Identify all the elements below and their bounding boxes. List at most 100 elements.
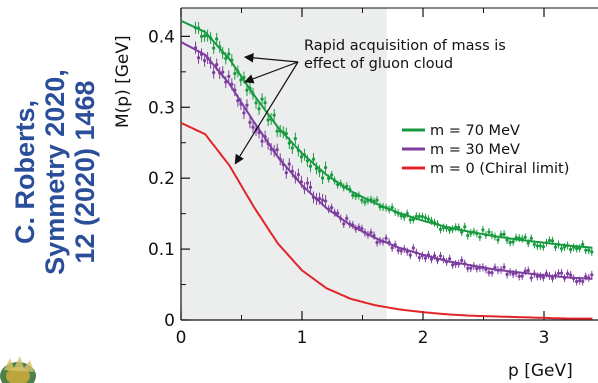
data-point bbox=[224, 56, 228, 60]
data-point bbox=[354, 194, 358, 198]
data-point bbox=[544, 271, 549, 276]
curves bbox=[180, 19, 593, 320]
data-point bbox=[336, 211, 340, 215]
x-axis-title: p [GeV] bbox=[508, 361, 573, 381]
legend: m = 70 MeV m = 30 MeV m = 0 (Chiral limit) bbox=[402, 123, 569, 177]
data-point bbox=[408, 218, 412, 222]
data-point bbox=[417, 214, 421, 219]
data-point bbox=[559, 246, 564, 251]
annotation-line-1: Rapid acquisition of mass is bbox=[304, 38, 506, 54]
annotation-arrow-2 bbox=[243, 61, 299, 84]
data-point bbox=[511, 240, 515, 244]
data-point bbox=[293, 136, 297, 141]
data-point bbox=[423, 216, 428, 220]
data-point bbox=[305, 181, 310, 185]
data-point bbox=[505, 272, 509, 276]
data-point bbox=[396, 248, 400, 252]
data-point bbox=[390, 246, 394, 250]
data-point bbox=[323, 199, 328, 203]
data-point bbox=[466, 233, 470, 238]
data-point bbox=[320, 198, 325, 202]
x-tick-label: 3 bbox=[539, 328, 550, 348]
x-tick-label: 0 bbox=[176, 328, 187, 348]
data-point bbox=[245, 88, 249, 92]
x-tick-label: 1 bbox=[297, 328, 308, 348]
data-point bbox=[448, 228, 452, 232]
annotation-line-2: effect of gluon cloud bbox=[304, 56, 453, 72]
data-point bbox=[233, 72, 237, 76]
data-point bbox=[529, 236, 533, 241]
data-point bbox=[451, 263, 455, 267]
series-line-1 bbox=[180, 19, 593, 249]
data-point bbox=[257, 107, 261, 111]
data-point bbox=[541, 275, 545, 280]
x-tick-label: 2 bbox=[418, 328, 429, 348]
data-point bbox=[569, 247, 573, 252]
data-point bbox=[535, 244, 539, 248]
y-tick-label: 0 bbox=[164, 311, 175, 331]
data-point bbox=[384, 236, 388, 240]
y-tick-label: 0.3 bbox=[148, 98, 175, 118]
legend-label-3: m = 0 (Chiral limit) bbox=[430, 161, 569, 177]
data-point bbox=[526, 268, 530, 273]
data-point bbox=[581, 279, 585, 284]
data-point bbox=[402, 215, 406, 219]
data-point bbox=[523, 235, 527, 239]
data-point bbox=[532, 242, 536, 246]
data-point bbox=[221, 70, 225, 74]
data-point bbox=[505, 238, 509, 242]
data-point bbox=[478, 235, 482, 239]
data-point bbox=[581, 242, 585, 246]
y-tick-label: 0.2 bbox=[148, 169, 175, 189]
data-point bbox=[245, 103, 249, 107]
series-line-2 bbox=[180, 41, 593, 280]
y-tick-label: 0.4 bbox=[148, 27, 175, 47]
data-point bbox=[227, 52, 231, 56]
data-point bbox=[287, 162, 291, 166]
data-point bbox=[463, 225, 467, 229]
legend-label-1: m = 70 MeV bbox=[430, 123, 520, 139]
data-point bbox=[390, 205, 394, 209]
data-point bbox=[375, 198, 379, 202]
data-point bbox=[508, 240, 512, 245]
data-point bbox=[287, 141, 291, 145]
data-point bbox=[438, 254, 443, 258]
data-point bbox=[260, 139, 264, 143]
data-point bbox=[565, 272, 570, 276]
data-point bbox=[481, 228, 485, 232]
data-point bbox=[345, 216, 349, 221]
data-point bbox=[448, 257, 452, 261]
data-point bbox=[215, 63, 219, 67]
data-point bbox=[569, 273, 573, 277]
data-point bbox=[493, 265, 497, 270]
data-point bbox=[414, 214, 418, 218]
data-point bbox=[202, 34, 207, 38]
data-point bbox=[526, 241, 530, 245]
data-point bbox=[266, 118, 270, 122]
data-point bbox=[360, 227, 364, 231]
data-point bbox=[578, 278, 582, 283]
data-point bbox=[487, 230, 491, 234]
data-point bbox=[438, 227, 443, 232]
data-point bbox=[239, 78, 243, 82]
data-point bbox=[248, 120, 252, 124]
data-point bbox=[559, 271, 564, 275]
data-point bbox=[330, 173, 334, 177]
data-point bbox=[330, 206, 334, 210]
data-point bbox=[523, 269, 527, 273]
data-point bbox=[460, 258, 464, 262]
data-point bbox=[260, 97, 264, 101]
data-point bbox=[457, 225, 461, 230]
data-point bbox=[520, 274, 524, 278]
data-point bbox=[529, 276, 533, 280]
data-point bbox=[411, 246, 415, 250]
data-point bbox=[466, 266, 470, 270]
data-point bbox=[499, 233, 503, 237]
data-point bbox=[275, 129, 279, 133]
data-point bbox=[202, 58, 207, 63]
data-point bbox=[590, 273, 594, 277]
data-point bbox=[502, 265, 506, 269]
data-point bbox=[299, 155, 303, 159]
data-point bbox=[426, 217, 431, 221]
